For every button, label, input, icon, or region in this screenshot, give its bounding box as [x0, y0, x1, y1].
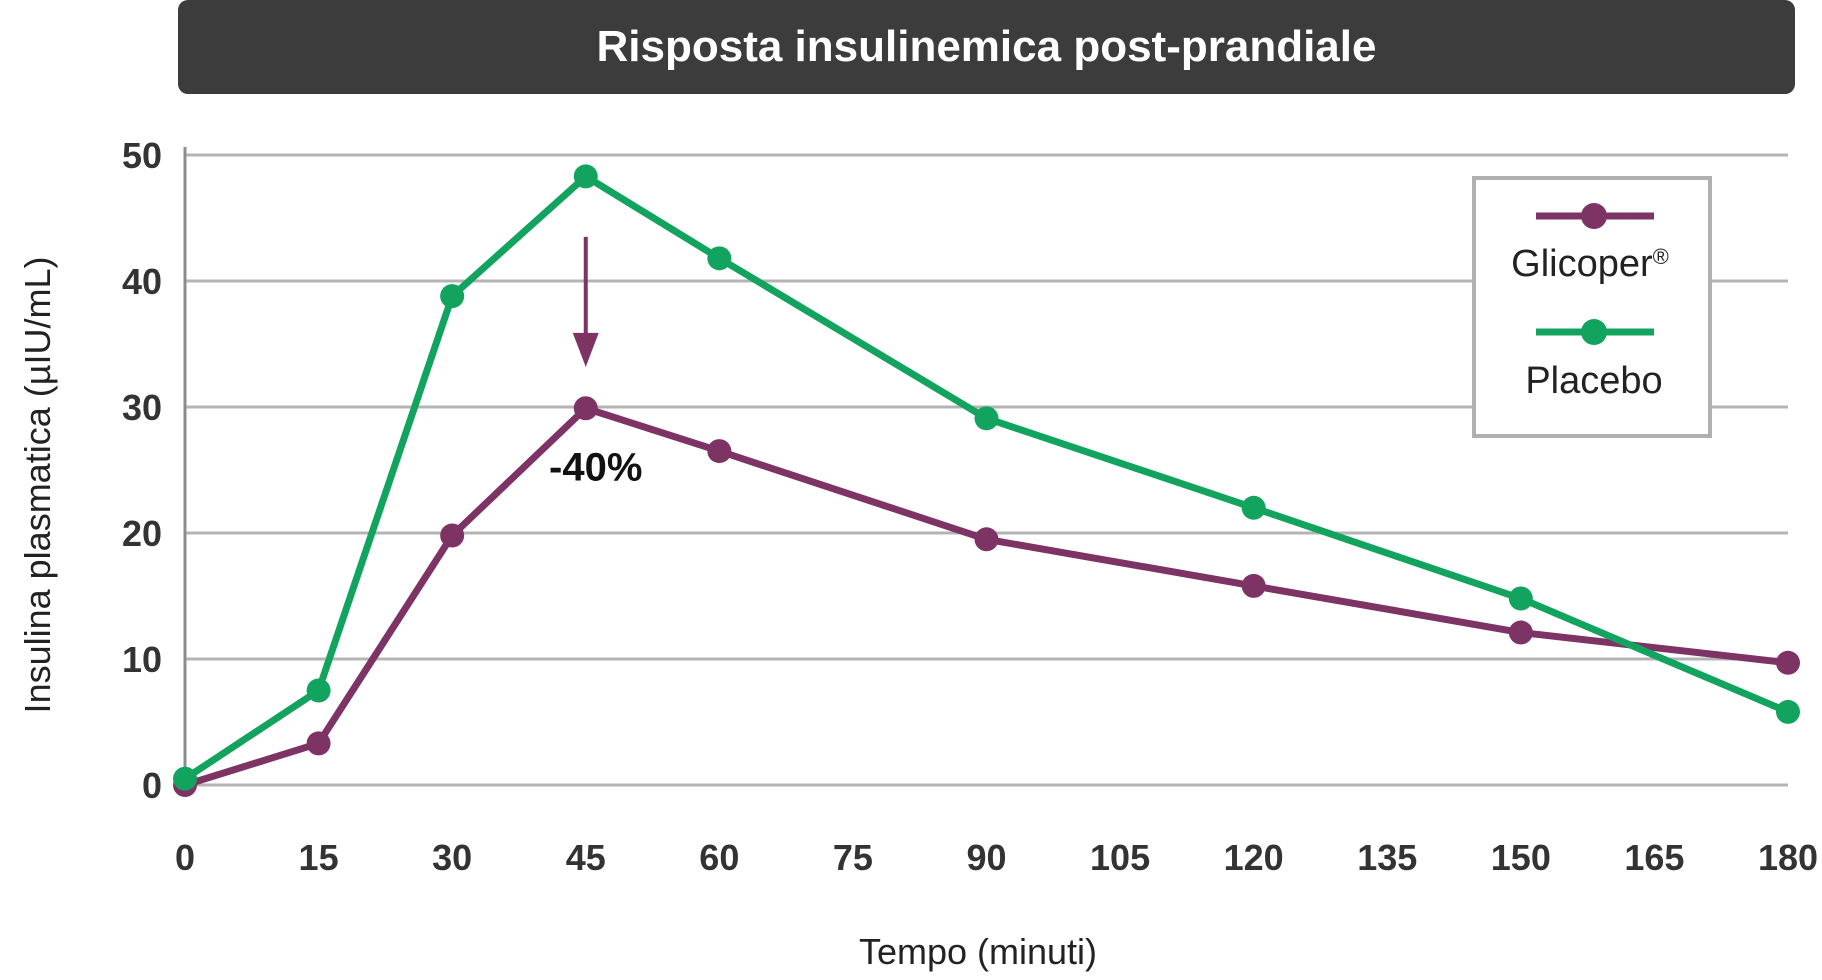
data-point-placebo: [573, 164, 598, 189]
legend-item-placebo: Placebo: [1525, 319, 1663, 402]
x-tick-label: 0: [175, 837, 195, 878]
data-point-placebo: [306, 678, 331, 703]
registered-mark: ®: [1653, 244, 1669, 269]
series-layer: [173, 164, 1800, 797]
chart-title: Risposta insulinemica post-prandiale: [596, 22, 1377, 71]
data-point-placebo: [173, 766, 197, 791]
data-point-glicoper: [440, 523, 465, 548]
series-line-glicoper: [183, 404, 1789, 789]
data-point-placebo: [440, 284, 465, 309]
data-point-placebo: [1241, 495, 1266, 520]
x-tick-label: 120: [1224, 837, 1284, 878]
y-tick-label: 10: [122, 639, 162, 680]
data-point-glicoper: [974, 527, 999, 552]
x-tick-label: 30: [432, 837, 472, 878]
y-tick-label: 0: [142, 765, 162, 806]
x-tick-label: 45: [566, 837, 606, 878]
legend: Glicoper® Placebo: [1472, 176, 1712, 438]
data-point-glicoper: [573, 396, 598, 421]
x-tick-label: 90: [966, 837, 1006, 878]
x-axis-title: Tempo (minuti): [859, 931, 1097, 972]
data-point-placebo: [707, 246, 732, 271]
legend-marker-placebo: [1581, 319, 1607, 345]
data-point-glicoper: [1776, 650, 1800, 675]
y-tick-labels: 0 10 20 30 40 50: [122, 135, 162, 806]
series-placebo: [173, 164, 1800, 791]
y-tick-label: 20: [122, 513, 162, 554]
x-tick-label: 15: [299, 837, 339, 878]
x-tick-label: 135: [1357, 837, 1417, 878]
data-point-placebo: [1508, 586, 1533, 611]
data-point-placebo: [1776, 699, 1800, 724]
data-point-glicoper: [1508, 620, 1533, 645]
x-tick-label: 60: [699, 837, 739, 878]
x-tick-label: 75: [833, 837, 873, 878]
series-glicoper: [173, 396, 1800, 797]
data-point-glicoper: [1241, 573, 1266, 598]
x-tick-label: 165: [1624, 837, 1684, 878]
data-point-glicoper: [306, 731, 331, 756]
annotation-layer: -40%: [549, 236, 642, 489]
legend-label-placebo: Placebo: [1525, 360, 1662, 402]
x-tick-labels: 0 15 30 45 60 75 90 105 120 135 150 165 180: [175, 837, 1818, 878]
y-tick-label: 30: [122, 387, 162, 428]
y-tick-label: 40: [122, 261, 162, 302]
y-tick-label: 50: [122, 135, 162, 176]
reduction-arrow-head: [572, 332, 599, 367]
legend-marker-glicoper: [1581, 203, 1607, 229]
x-tick-label: 150: [1491, 837, 1551, 878]
x-tick-label: 180: [1758, 837, 1818, 878]
x-tick-label: 105: [1090, 837, 1150, 878]
legend-item-glicoper: Glicoper®: [1511, 203, 1669, 285]
y-axis-title: Insulina plasmatica (µIU/mL): [17, 257, 58, 714]
data-point-placebo: [974, 406, 999, 431]
data-point-glicoper: [707, 439, 732, 464]
chart-title-bar: Risposta insulinemica post-prandiale: [178, 0, 1795, 94]
reduction-label: -40%: [549, 445, 642, 489]
legend-label-glicoper: Glicoper®: [1511, 243, 1669, 285]
